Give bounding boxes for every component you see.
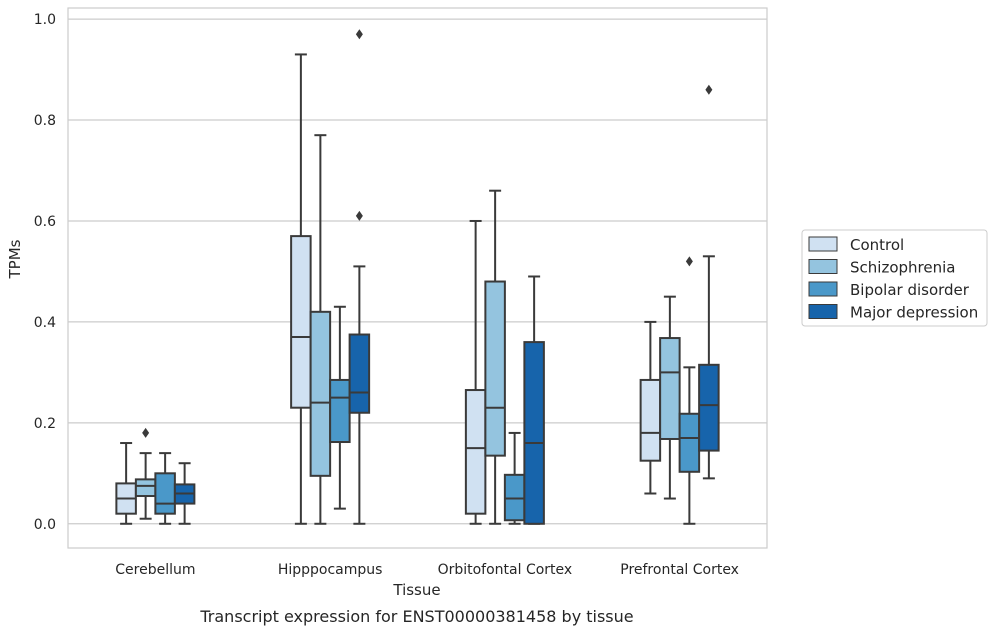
box-major-depression [523, 275, 545, 525]
box-iqr [484, 280, 506, 457]
x-axis-ticks: Cerebellum Hipppocampus Orbitofontal Corte… [115, 562, 739, 578]
box-control [464, 219, 487, 525]
box-major-depression [173, 462, 196, 525]
box-control [290, 53, 312, 525]
y-tick-label: 0.2 [34, 416, 56, 432]
box-control [115, 442, 137, 525]
box-bipolar-disorder [154, 452, 176, 525]
legend-entry-label: Bipolar disorder [850, 281, 970, 299]
y-tick-label: 1.0 [34, 12, 56, 28]
y-gridlines [68, 18, 767, 525]
y-axis-ticks: 0.0 0.2 0.4 0.6 0.8 1.0 [34, 12, 56, 533]
outlier-marker [685, 256, 693, 267]
box-iqr [659, 337, 681, 440]
box-schizophrenia [659, 295, 681, 500]
legend: Control Schizophrenia Bipolar disorder Majo… [801, 229, 988, 327]
x-tick-label: Orbitofontal Cortex [438, 562, 573, 578]
box-iqr [348, 333, 371, 414]
box-iqr [134, 478, 157, 498]
box-major-depression [348, 29, 371, 525]
box-bipolar-disorder [678, 256, 701, 525]
box-iqr [503, 473, 526, 522]
box-iqr [290, 235, 312, 409]
box-bipolar-disorder [329, 305, 351, 510]
legend-swatch [808, 236, 838, 252]
box-control [639, 320, 662, 495]
legend-swatch [808, 259, 838, 274]
outlier-marker [355, 210, 363, 221]
box-iqr [678, 412, 701, 473]
legend-entry-label: Major depression [850, 304, 978, 322]
legend-frame [801, 229, 988, 327]
box-iqr [329, 378, 351, 444]
boxes-layer [115, 29, 720, 525]
box-iqr [639, 378, 662, 462]
box-iqr [464, 389, 487, 515]
figure-caption: Transcript expression for ENST0000038145… [199, 607, 633, 626]
y-tick-label: 0.8 [34, 113, 56, 129]
y-axis-label: TPMs [6, 239, 24, 279]
outlier-marker [355, 29, 363, 40]
legend-swatch [808, 281, 838, 297]
box-major-depression [698, 84, 720, 480]
outlier-marker [705, 84, 713, 95]
plot-area-frame [67, 7, 768, 549]
legend-entry-label: Control [850, 236, 904, 254]
legend-swatch [808, 304, 838, 319]
x-tick-label: Cerebellum [115, 562, 195, 578]
y-tick-label: 0.6 [34, 214, 56, 230]
box-schizophrenia [134, 427, 157, 520]
box-schizophrenia [309, 134, 332, 525]
y-tick-label: 0.4 [34, 315, 56, 331]
legend-entry-label: Schizophrenia [850, 259, 955, 277]
outlier-marker [142, 427, 150, 438]
box-schizophrenia [484, 189, 506, 525]
box-iqr [154, 472, 176, 515]
box-iqr [309, 310, 332, 477]
y-tick-label: 0.0 [34, 517, 56, 533]
x-tick-label: Hipppocampus [278, 562, 383, 578]
x-tick-label: Prefrontal Cortex [620, 562, 739, 578]
x-axis-label: Tissue [392, 581, 440, 599]
box-bipolar-disorder [503, 431, 526, 525]
box-iqr [523, 341, 545, 525]
box-iqr [698, 363, 720, 452]
